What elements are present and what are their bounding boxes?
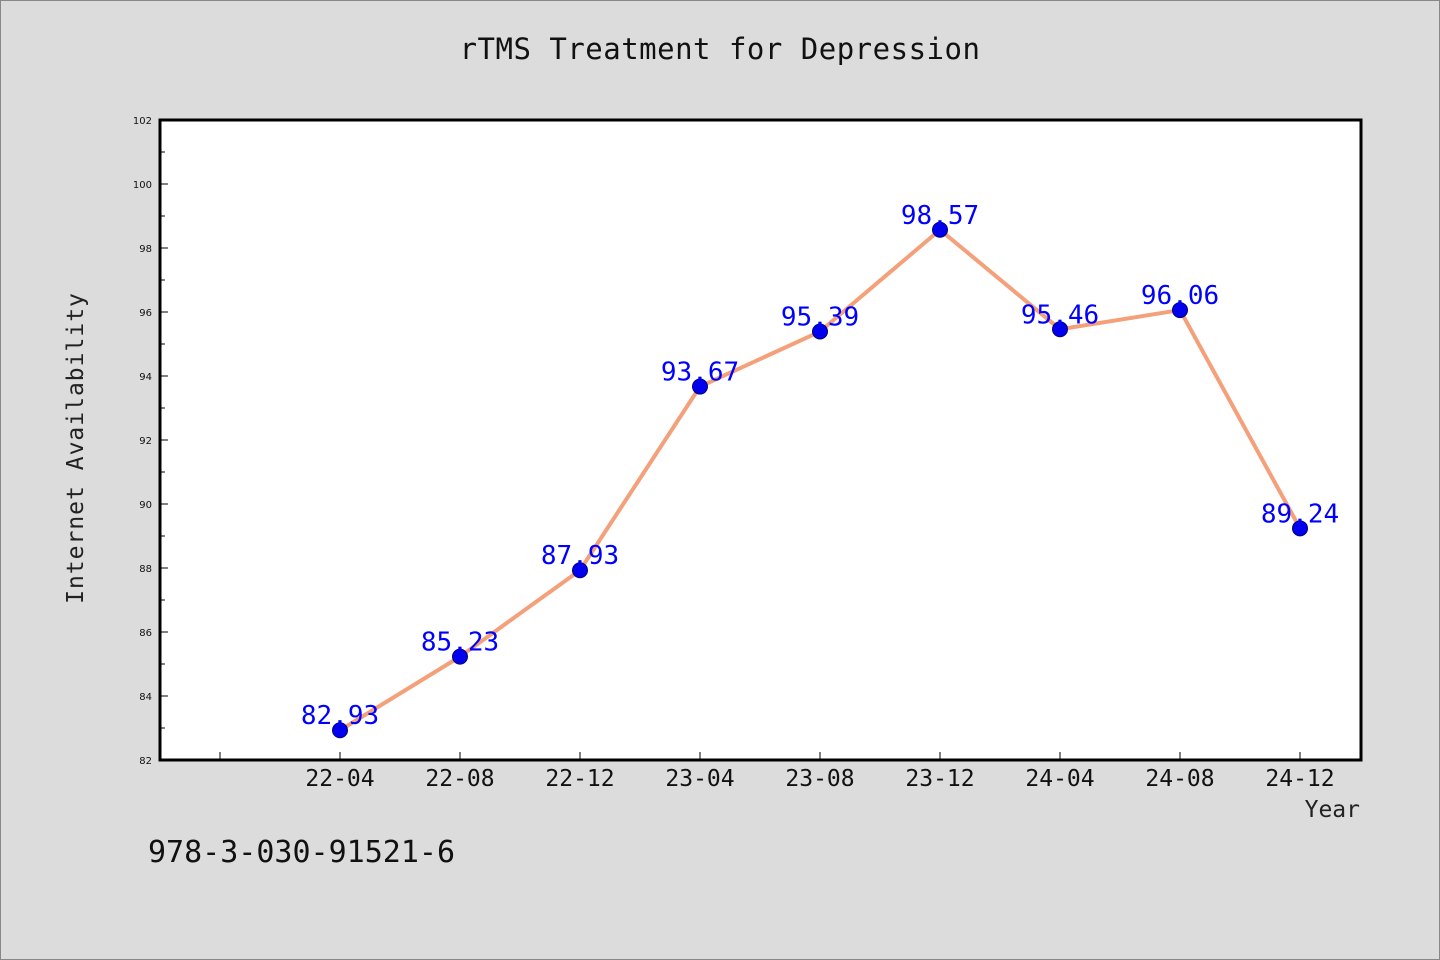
data-point [572, 562, 588, 579]
x-axis-ticks: 22-04 22-08 22-12 23-04 23-08 23-12 24-04 24-08… [219, 752, 1335, 792]
x-tick-label: 22-08 [425, 766, 494, 792]
data-label: 93.67 [661, 358, 739, 388]
data-point [1292, 520, 1308, 537]
data-label: 89.24 [1261, 499, 1339, 529]
y-tick-label: 82 [139, 756, 152, 767]
x-tick-label: 24-12 [1265, 766, 1334, 792]
y-tick-label: 98 [139, 244, 152, 255]
data-point [692, 378, 708, 395]
x-tick-label: 22-04 [305, 766, 374, 792]
isbn-footnote: 978-3-030-91521-6 [148, 835, 456, 870]
data-point [1172, 302, 1188, 319]
data-point [1052, 321, 1068, 338]
x-tick-label: 23-04 [665, 766, 734, 792]
x-tick-label: 22-12 [545, 766, 614, 792]
chart-title: rTMS Treatment for Depression [459, 32, 981, 66]
data-labels: 82.93 85.23 87.93 93.67 95.39 98.57 95.46 96.06… [301, 201, 1339, 731]
y-tick-label: 92 [139, 436, 152, 447]
x-tick-label: 23-12 [905, 766, 974, 792]
y-tick-label: 86 [139, 628, 152, 639]
data-markers [332, 221, 1308, 739]
y-tick-label: 96 [139, 308, 152, 319]
x-tick-label: 23-08 [785, 766, 854, 792]
x-axis-label: Year [1304, 797, 1360, 823]
data-label: 85.23 [421, 628, 499, 658]
plot-area [160, 120, 1361, 760]
data-label: 87.93 [541, 541, 619, 571]
data-label: 96.06 [1141, 281, 1219, 311]
data-point [812, 323, 828, 340]
y-tick-label: 84 [139, 692, 152, 703]
x-tick-label: 24-04 [1025, 766, 1094, 792]
x-tick-label: 24-08 [1145, 766, 1214, 792]
plot-frame [158, 118, 1363, 762]
y-tick-label: 100 [133, 180, 152, 191]
data-label: 95.39 [781, 303, 859, 333]
data-label: 98.57 [901, 201, 979, 231]
data-point [932, 221, 948, 238]
data-label: 82.93 [301, 701, 379, 731]
data-point [332, 722, 348, 739]
data-label: 95.46 [1021, 300, 1099, 330]
data-point [452, 648, 468, 665]
y-tick-label: 102 [133, 116, 152, 127]
y-tick-label: 90 [139, 500, 152, 511]
y-tick-label: 94 [139, 372, 152, 383]
y-tick-label: 88 [139, 564, 152, 575]
